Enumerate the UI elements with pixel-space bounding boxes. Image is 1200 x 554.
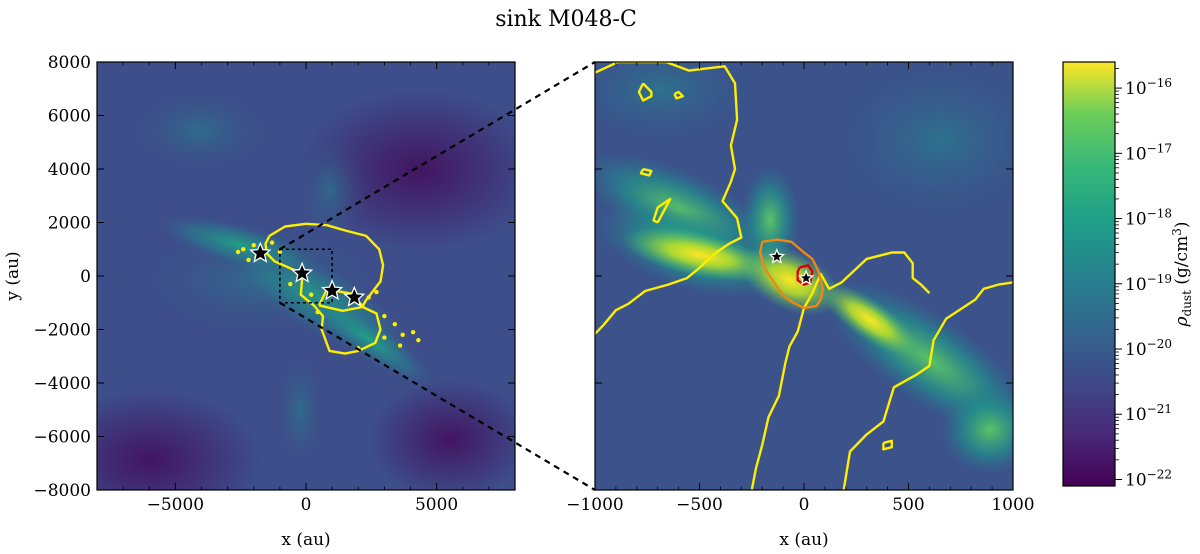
left-panel: −5000 0 5000 −8000 −6000 −4000 −2000 0 2000 4000 6… (3, 53, 516, 550)
contour-fragment (269, 240, 275, 245)
density-contour (652, 197, 672, 224)
sink-star (249, 241, 272, 263)
left-axis-ticks: −5000 0 5000 −8000 −6000 −4000 −2000 0 2000 4000 6… (33, 53, 516, 515)
left-y-axis-label: y (au) (3, 251, 23, 301)
contour-fragment (416, 338, 421, 343)
colorbar-tick-label: 10−20 (1125, 337, 1172, 360)
right-x-axis-label: x (au) (779, 530, 828, 550)
density-contour (842, 281, 1013, 490)
x-tick-label: 0 (799, 495, 810, 515)
contour-fragment (246, 257, 251, 263)
sink-star (320, 279, 344, 301)
density-contour (673, 90, 684, 100)
contour-fragment (382, 313, 387, 319)
colorbar: 10−22 10−21 10−20 10−19 10−18 10−17 10−16 ρdus… (1062, 61, 1194, 490)
density-contour (796, 264, 814, 286)
sink-star (768, 247, 786, 264)
y-tick-label: −2000 (33, 321, 91, 341)
y-tick-label: 0 (80, 267, 91, 287)
contour-fragment (410, 329, 416, 335)
y-tick-label: 6000 (48, 107, 91, 127)
left-x-axis-label: x (au) (281, 530, 330, 550)
x-tick-label: 0 (301, 495, 312, 515)
right-sink-markers (768, 247, 815, 286)
contour-fragment (397, 343, 403, 348)
contour-fragment (392, 321, 398, 327)
right-panel: −1000 −500 0 500 1000 x (au) (566, 61, 1035, 550)
y-tick-label: −8000 (33, 481, 91, 501)
contour-fragment (277, 249, 283, 255)
colorbar-tick-label: 10−16 (1125, 76, 1172, 99)
x-tick-label: 1000 (991, 495, 1034, 515)
y-tick-label: 2000 (48, 214, 91, 234)
density-contour (595, 62, 743, 335)
contour-fragment (315, 309, 320, 315)
colorbar-tick-label: 10−22 (1125, 467, 1172, 490)
colorbar-frame (1062, 61, 1116, 487)
contour-fragment (382, 335, 387, 340)
contour-fragment (374, 289, 379, 295)
sink-star (797, 269, 815, 286)
colorbar-tick-label: 10−19 (1125, 272, 1172, 295)
density-contour (882, 439, 893, 451)
density-contour (639, 167, 653, 177)
zoom-region-box (279, 248, 333, 304)
right-axis-ticks: −1000 −500 0 500 1000 (566, 61, 1035, 515)
x-tick-label: −1000 (566, 495, 624, 515)
colorbar-label: ρdust (g/cm3) (1170, 222, 1194, 328)
density-contour (750, 251, 931, 490)
contour-fragment (241, 247, 246, 252)
x-tick-label: 5000 (415, 495, 458, 515)
sink-star (290, 261, 314, 283)
contour-fragment (288, 281, 293, 287)
contour-fragment (235, 249, 241, 255)
left-density-map (97, 62, 515, 490)
density-contour (758, 238, 824, 310)
colorbar-ticks: 10−22 10−21 10−20 10−19 10−18 10−17 10−16 (1115, 68, 1172, 490)
left-sink-markers (249, 241, 366, 307)
colorbar-tick-label: 10−17 (1125, 141, 1172, 164)
contour-fragment (366, 295, 371, 300)
contour-fragment (309, 292, 314, 297)
density-contour (637, 82, 653, 102)
x-tick-label: −500 (676, 495, 723, 515)
colorbar-tick-label: 10−21 (1125, 402, 1172, 425)
x-tick-label: −5000 (147, 495, 205, 515)
contour-fragment (400, 332, 405, 338)
y-tick-label: 8000 (48, 53, 91, 73)
colorbar-gradient (1063, 62, 1115, 486)
colorbar-tick-label: 10−18 (1125, 207, 1172, 230)
figure-title: sink M048-C (495, 7, 637, 32)
sink-star (343, 285, 366, 307)
y-tick-label: −6000 (33, 428, 91, 448)
y-tick-label: −4000 (33, 374, 91, 394)
y-tick-label: 4000 (48, 160, 91, 180)
left-contour-fragments (235, 240, 421, 351)
x-tick-label: 500 (892, 495, 924, 515)
contour-fragment (251, 243, 256, 248)
right-density-map (595, 62, 1013, 490)
right-contours (595, 62, 1013, 490)
